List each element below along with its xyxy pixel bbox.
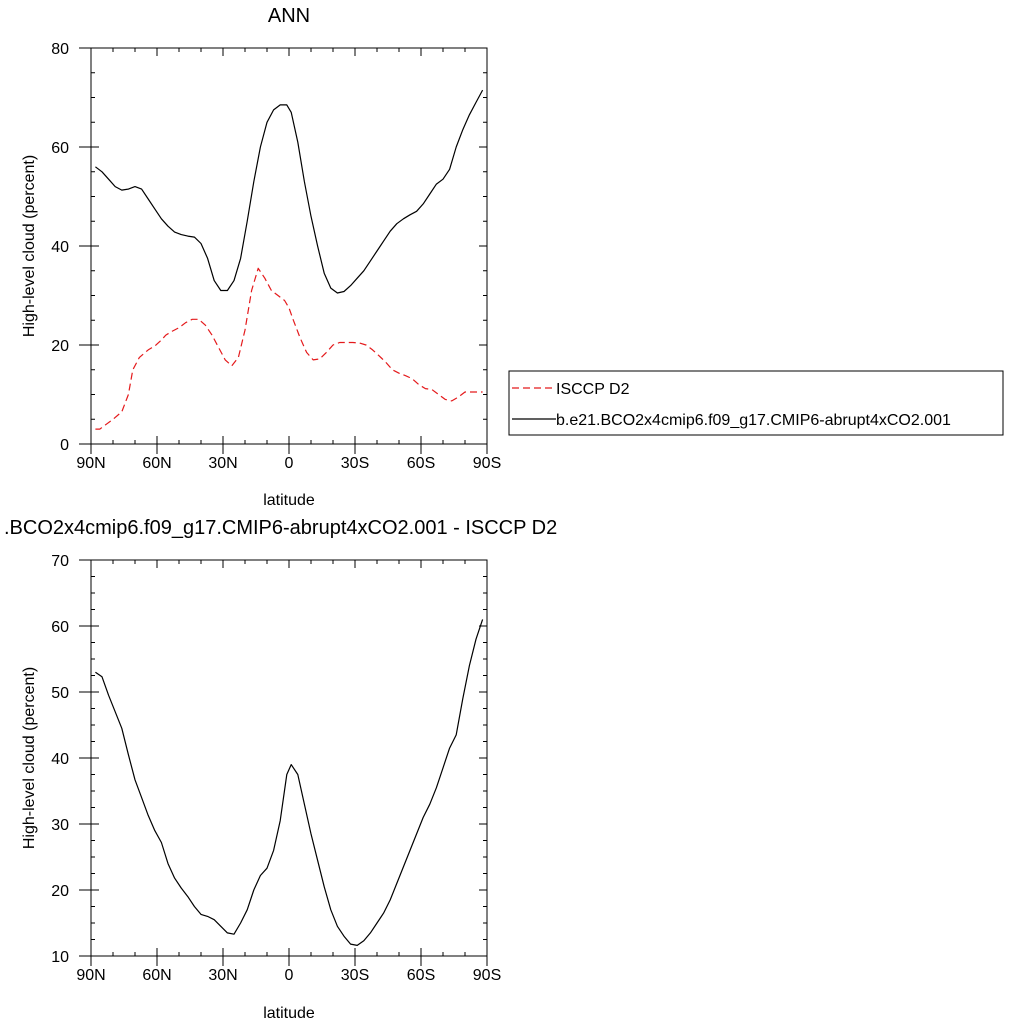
y-tick-label: 40 xyxy=(51,751,69,768)
y-tick-label: 20 xyxy=(51,883,69,900)
x-axis-label: latitude xyxy=(263,1005,315,1022)
chart-title: ANN xyxy=(268,5,310,27)
y-axis-label: High-level cloud (percent) xyxy=(21,667,38,849)
x-tick-label: 0 xyxy=(285,967,294,984)
y-axis-label: High-level cloud (percent) xyxy=(21,155,38,337)
chart-title: .BCO2x4cmip6.f09_g17.CMIP6-abrupt4xCO2.0… xyxy=(4,517,557,539)
y-tick-label: 80 xyxy=(51,41,69,58)
legend-label-isccp: ISCCP D2 xyxy=(556,381,630,398)
x-tick-label: 30S xyxy=(341,967,369,984)
x-tick-label: 60N xyxy=(142,455,171,472)
y-tick-label: 70 xyxy=(51,553,69,570)
x-tick-label: 90N xyxy=(76,967,105,984)
series-lines xyxy=(95,89,484,430)
x-tick-label: 60N xyxy=(142,967,171,984)
plot-frame xyxy=(90,559,488,957)
x-tick-label: 30N xyxy=(208,967,237,984)
chart-panel-annual: ANN High-level cloud (percent) latitude … xyxy=(21,5,1004,509)
y-tick-label: 20 xyxy=(51,338,69,355)
series-line-isccp xyxy=(95,267,483,430)
y-tick-label: 60 xyxy=(51,619,69,636)
legend-box xyxy=(508,370,1004,436)
y-tick-label: 60 xyxy=(51,140,69,157)
x-tick-label: 60S xyxy=(407,455,435,472)
y-tick-label: 40 xyxy=(51,239,69,256)
axis-ticks: 90N 60N 30N 0 30S 60S 90S 0 20 40 60 80 xyxy=(51,41,501,472)
x-tick-label: 90S xyxy=(473,967,501,984)
x-axis-label: latitude xyxy=(263,492,315,509)
plot-frame xyxy=(90,47,488,445)
series-line-model xyxy=(95,89,484,294)
legend-label-model: b.e21.BCO2x4cmip6.f09_g17.CMIP6-abrupt4x… xyxy=(556,412,951,429)
x-tick-label: 30S xyxy=(341,455,369,472)
x-tick-label: 90N xyxy=(76,455,105,472)
axis-ticks: 90N 60N 30N 0 30S 60S 90S 10 20 30 40 50 60 70 xyxy=(51,553,501,984)
y-tick-label: 0 xyxy=(60,437,69,454)
x-tick-label: 30N xyxy=(208,455,237,472)
series-line-model xyxy=(95,619,484,947)
x-tick-label: 90S xyxy=(473,455,501,472)
x-tick-label: 60S xyxy=(407,967,435,984)
y-tick-label: 50 xyxy=(51,685,69,702)
y-tick-label: 30 xyxy=(51,817,69,834)
y-tick-label: 10 xyxy=(51,949,69,966)
series-lines xyxy=(95,619,484,947)
x-tick-label: 0 xyxy=(285,455,294,472)
chart-panel-difference: .BCO2x4cmip6.f09_g17.CMIP6-abrupt4xCO2.0… xyxy=(4,517,557,1022)
legend: ISCCP D2 b.e21.BCO2x4cmip6.f09_g17.CMIP6… xyxy=(508,370,1004,436)
